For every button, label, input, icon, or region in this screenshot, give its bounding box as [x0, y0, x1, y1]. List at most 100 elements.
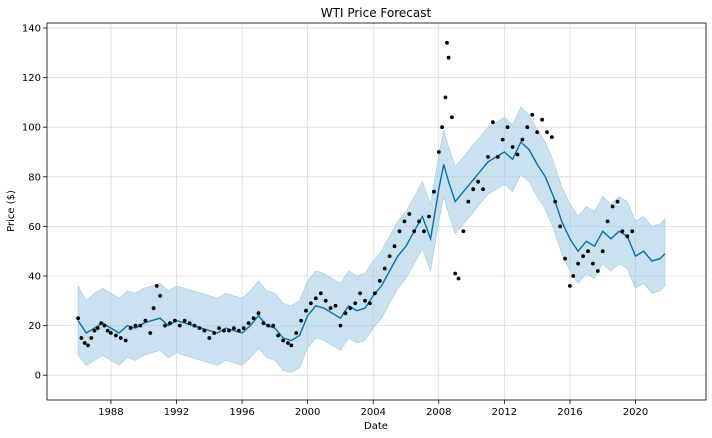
observed-point	[95, 326, 100, 330]
observed-point	[568, 284, 572, 288]
observed-point	[92, 328, 97, 333]
x-tick-label: 1988	[98, 407, 123, 418]
x-tick-label: 2020	[623, 407, 648, 418]
observed-point	[610, 204, 615, 209]
observed-point	[525, 125, 530, 130]
uncertainty-band-layer	[77, 106, 666, 374]
x-tick-label: 2016	[557, 407, 582, 418]
observed-point	[271, 323, 276, 328]
observed-point	[453, 271, 458, 276]
observed-point	[266, 323, 271, 328]
plot-frame	[46, 22, 707, 401]
y-tick-label: 20	[28, 321, 41, 332]
observed-point	[615, 199, 620, 204]
observed-point	[445, 40, 449, 45]
observed-point	[294, 331, 299, 335]
observed-point	[348, 306, 353, 311]
y-tick-label: 0	[35, 371, 41, 382]
y-tick-label: 40	[28, 271, 41, 282]
observed-point	[154, 284, 159, 288]
observed-point	[109, 331, 113, 335]
observed-point	[382, 266, 387, 271]
observed-point	[368, 301, 372, 306]
observed-point	[304, 308, 308, 313]
observed-point	[102, 323, 107, 328]
observed-point	[79, 336, 84, 340]
observed-point	[276, 333, 280, 338]
y-axis-label: Price ($)	[6, 190, 17, 232]
observed-point	[436, 150, 441, 154]
observed-point	[281, 338, 285, 343]
observed-point	[227, 328, 231, 333]
observed-point	[143, 318, 148, 323]
observed-point	[318, 291, 323, 296]
observed-point	[373, 291, 377, 296]
observed-point	[197, 326, 202, 330]
observed-point	[440, 125, 444, 130]
observed-point	[138, 323, 143, 328]
observed-point	[461, 229, 466, 234]
observed-point	[495, 155, 500, 159]
observed-point	[173, 318, 177, 323]
forecast-line-layer	[77, 140, 666, 342]
observed-point	[520, 137, 525, 142]
observed-point	[412, 229, 417, 234]
observed-point	[261, 321, 266, 325]
observed-points-layer	[76, 40, 635, 348]
observed-point	[309, 301, 313, 306]
observed-point	[510, 145, 515, 149]
x-tick-label: 2004	[360, 407, 385, 418]
observed-point	[605, 219, 610, 224]
observed-point	[586, 249, 590, 254]
observed-point	[323, 298, 328, 303]
observed-point	[86, 343, 90, 348]
observed-point	[168, 321, 172, 325]
observed-point	[620, 229, 625, 234]
observed-point	[212, 331, 217, 335]
observed-point	[443, 95, 448, 100]
observed-point	[251, 316, 256, 321]
observed-point	[422, 229, 426, 234]
observed-point	[89, 336, 94, 340]
observed-point	[600, 249, 605, 254]
x-tick-label: 1996	[229, 407, 254, 418]
observed-point	[232, 326, 236, 330]
observed-point	[595, 269, 600, 273]
observed-point	[535, 130, 540, 135]
forecast-line	[77, 140, 666, 342]
observed-point	[563, 256, 567, 261]
observed-point	[446, 55, 451, 60]
x-tick-label: 2012	[492, 407, 517, 418]
observed-point	[246, 321, 251, 325]
observed-point	[491, 120, 495, 125]
observed-point	[591, 261, 595, 266]
observed-point	[471, 187, 476, 192]
observed-point	[407, 212, 412, 216]
y-axis-ticks: 0 20 40 60 80 100 120 140	[22, 23, 47, 382]
observed-point	[505, 125, 510, 130]
observed-point	[192, 323, 197, 328]
observed-point	[177, 323, 182, 328]
observed-point	[558, 224, 562, 229]
observed-point	[114, 333, 118, 338]
observed-point	[550, 135, 554, 140]
observed-point	[299, 318, 303, 323]
x-tick-label: 2008	[426, 407, 451, 418]
observed-point	[432, 189, 436, 194]
observed-point	[148, 331, 153, 335]
y-tick-label: 120	[22, 73, 41, 84]
observed-point	[222, 328, 226, 333]
x-axis-ticks: 1988 1992 1996 2000 2004 2008 2012 2016 2020	[98, 400, 648, 418]
y-tick-label: 60	[28, 222, 41, 233]
observed-point	[530, 112, 535, 117]
observed-point	[151, 306, 156, 311]
observed-point	[343, 311, 348, 316]
observed-point	[236, 328, 241, 333]
observed-point	[76, 316, 80, 321]
y-tick-label: 100	[22, 123, 41, 134]
observed-point	[241, 326, 246, 330]
observed-point	[338, 323, 343, 328]
observed-point	[289, 343, 294, 348]
observed-point	[363, 298, 367, 303]
